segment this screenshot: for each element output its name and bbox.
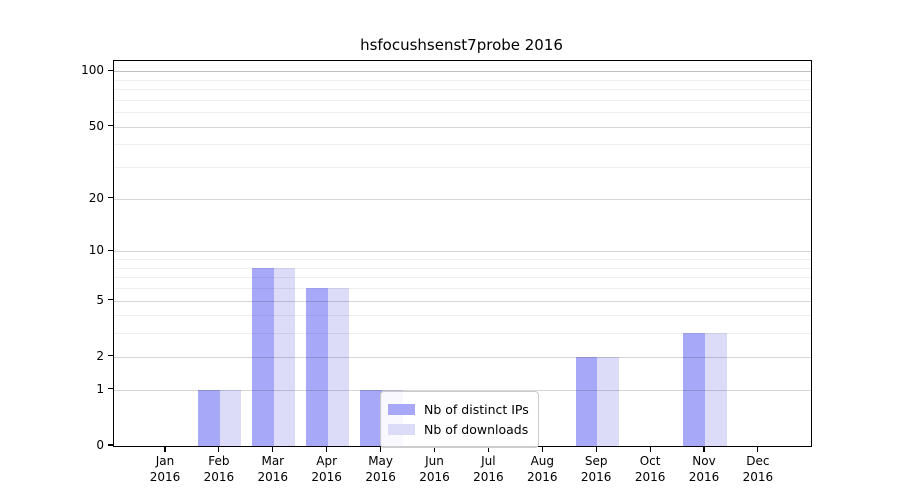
x-axis-tick [541,446,543,452]
grid-line-minor [114,267,811,269]
grid-line-minor [114,144,811,146]
y-axis-tick [108,444,113,446]
y-tick-label: 50 [88,118,104,133]
bar-downloads [597,356,619,446]
x-tick-label: Dec 2016 [742,454,774,484]
legend-swatch-downloads [388,424,415,435]
bar-distinct-ips [683,333,705,446]
grid-line-major [114,300,811,302]
x-tick-label: Apr 2016 [311,454,342,484]
x-tick-label: Mar 2016 [257,454,289,484]
y-axis-tick [108,249,113,251]
y-tick-label: 2 [96,348,104,363]
legend-row: Nb of distinct IPs [388,401,529,418]
bar-downloads [273,267,296,446]
bar-distinct-ips [575,356,598,446]
grid-line-major [114,251,811,253]
x-tick-label: Oct 2016 [634,454,666,484]
bar-distinct-ips [252,267,274,446]
x-tick-label: Aug 2016 [527,454,558,484]
y-tick-label: 10 [88,243,104,258]
y-axis-tick [108,69,113,71]
grid-line-major [114,356,811,358]
x-axis-tick [757,446,759,452]
grid-line-minor [114,259,811,261]
y-tick-label: 0 [96,438,104,452]
x-axis-tick [272,446,274,452]
chart-title: hsfocushsenst7probe 2016 [360,36,563,54]
legend: Nb of distinct IPs Nb of downloads [380,391,539,448]
y-tick-label: 1 [96,381,104,396]
x-axis-tick [703,446,705,452]
grid-line-minor [114,112,811,114]
grid-line-minor [114,89,811,91]
x-tick-label: Nov 2016 [688,454,720,484]
y-tick-label: 20 [88,190,104,205]
bar-downloads [705,333,727,446]
x-axis-tick [433,446,436,452]
x-axis-tick [595,446,597,452]
y-axis-tick [108,298,113,301]
y-tick-label: 5 [96,292,104,307]
x-tick-label: May 2016 [365,454,396,484]
legend-label: Nb of distinct IPs [424,402,529,417]
grid-line-major [114,126,811,128]
grid-line-minor [114,333,811,335]
legend-row: Nb of downloads [388,421,529,438]
bar-distinct-ips [360,389,382,446]
grid-line-major [114,389,811,391]
y-axis-tick [108,388,113,390]
bar-downloads [327,288,350,446]
x-axis-tick [649,446,651,452]
grid-line-minor [114,277,811,279]
grid-line-minor [114,167,811,169]
x-tick-label: Jan 2016 [149,454,181,484]
y-axis-tick [108,125,113,127]
x-axis-tick [380,446,382,452]
y-axis-tick [108,355,113,357]
grid-line-minor [114,287,811,289]
y-axis-tick [108,197,113,199]
x-tick-label: Feb 2016 [203,454,235,484]
x-axis-tick [326,446,328,452]
grid-line-minor [114,315,811,317]
grid-line-major [114,71,811,73]
legend-label: Nb of downloads [424,422,529,437]
legend-swatch-distinct-ips [388,404,415,415]
bar-distinct-ips [198,389,220,446]
grid-line-minor [114,99,811,101]
x-tick-label: Jul 2016 [473,454,504,484]
y-tick-label: 100 [81,63,104,78]
x-axis-tick [218,446,220,452]
x-tick-label: Jun 2016 [419,454,450,484]
bar-distinct-ips [306,288,328,446]
grid-line-major [114,198,811,200]
x-axis-tick [487,446,489,452]
bar-downloads [219,389,242,446]
x-axis-tick [164,446,166,452]
plot-area: Nb of distinct IPs Nb of downloads [113,60,812,448]
x-tick-label: Sep 2016 [580,454,612,484]
grid-line-minor [114,79,811,81]
